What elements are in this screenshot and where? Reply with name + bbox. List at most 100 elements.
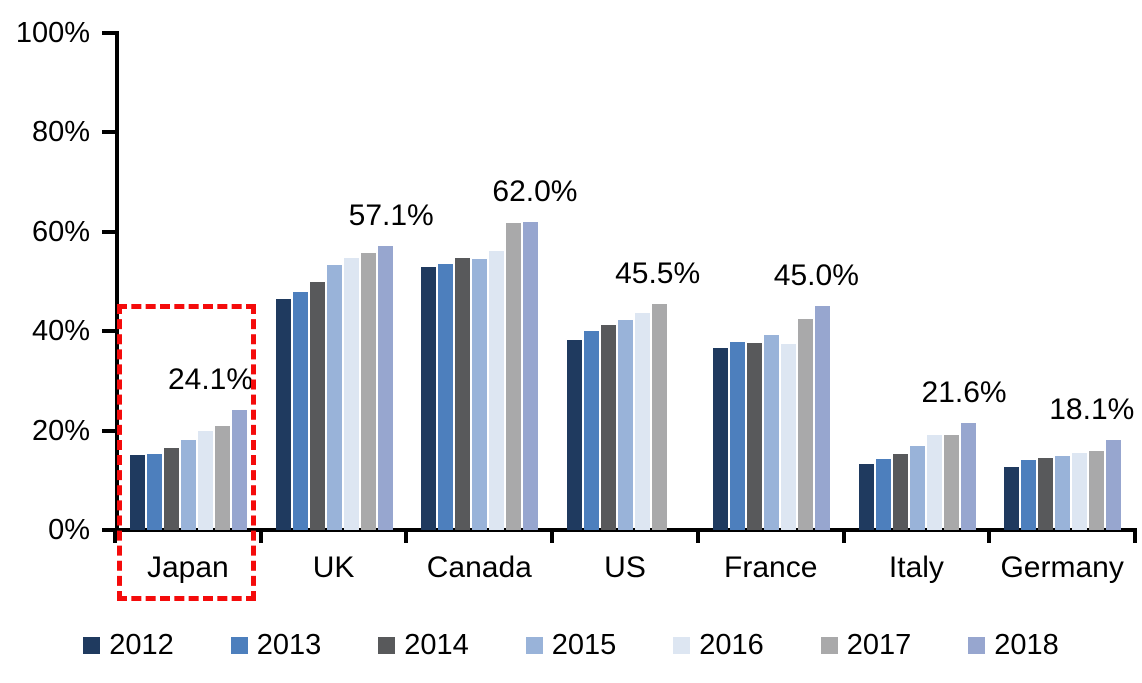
bar-canada-2014 xyxy=(455,257,471,530)
bar-germany-2014 xyxy=(1038,458,1054,530)
legend-item-2014: 2014 xyxy=(378,629,469,661)
legend-item-2016: 2016 xyxy=(673,629,764,661)
bar-france-2018 xyxy=(814,306,830,530)
x-axis-tick xyxy=(695,530,700,543)
bar-uk-2014 xyxy=(309,281,325,530)
x-axis-tick xyxy=(987,530,992,543)
x-axis-tick xyxy=(550,530,555,543)
y-axis-tick xyxy=(102,229,115,234)
data-label-france: 45.0% xyxy=(773,259,859,293)
legend-label: 2014 xyxy=(404,629,469,661)
bar-uk-2017 xyxy=(360,252,376,530)
bar-canada-2018 xyxy=(523,221,539,530)
bar-uk-2015 xyxy=(326,265,342,530)
bar-france-2015 xyxy=(763,334,779,530)
bar-germany-2017 xyxy=(1089,450,1105,530)
bar-uk-2012 xyxy=(275,298,291,530)
y-axis-tick xyxy=(102,528,115,532)
y-tick-label: 100% xyxy=(15,17,90,49)
y-axis-line xyxy=(115,31,119,532)
x-axis-tick xyxy=(841,530,846,543)
data-label-japan: 24.1% xyxy=(167,363,254,397)
legend-swatch-2012 xyxy=(83,636,101,654)
bar-us-2016 xyxy=(635,312,651,530)
x-axis-tick xyxy=(1133,530,1137,543)
legend-swatch-2017 xyxy=(820,636,838,654)
legend-item-2017: 2017 xyxy=(820,629,912,661)
data-label-italy: 21.6% xyxy=(921,375,1007,409)
bar-italy-2014 xyxy=(892,453,908,530)
bar-italy-2012 xyxy=(858,463,874,530)
bar-japan-2016 xyxy=(198,431,213,530)
bar-us-2014 xyxy=(601,325,617,530)
legend: 2012 2013 2014 2015 2016 2017 2018 xyxy=(0,629,1142,661)
y-tick-label: 20% xyxy=(31,414,90,447)
legend-swatch-2013 xyxy=(230,636,248,654)
y-axis-tick xyxy=(102,428,115,433)
bar-italy-2013 xyxy=(875,459,891,530)
x-category-label-us: US xyxy=(604,551,646,584)
bar-japan-2018 xyxy=(232,410,247,530)
bar-france-2014 xyxy=(746,343,762,530)
legend-label: 2015 xyxy=(551,629,617,661)
bar-us-2017 xyxy=(652,303,668,530)
x-category-label-canada: Canada xyxy=(426,551,532,584)
legend-item-2015: 2015 xyxy=(525,629,617,661)
legend-swatch-2015 xyxy=(525,636,543,654)
highlight-box-japan xyxy=(117,304,256,601)
bar-canada-2015 xyxy=(472,258,488,530)
bar-germany-2015 xyxy=(1055,456,1071,530)
data-label-canada: 62.0% xyxy=(492,174,578,208)
bar-italy-2017 xyxy=(943,434,959,530)
bar-us-2012 xyxy=(567,340,583,530)
bar-france-2013 xyxy=(729,342,745,530)
legend-label: 2018 xyxy=(994,629,1059,661)
legend-label: 2012 xyxy=(109,629,174,661)
data-label-us: 45.5% xyxy=(615,256,701,290)
bar-france-2016 xyxy=(780,343,796,530)
bar-uk-2018 xyxy=(377,246,393,530)
bar-germany-2018 xyxy=(1106,440,1122,530)
bar-japan-2012 xyxy=(130,455,145,530)
bar-japan-2014 xyxy=(164,447,179,530)
bar-uk-2013 xyxy=(292,292,308,530)
legend-label: 2013 xyxy=(256,629,322,661)
legend-label: 2017 xyxy=(846,629,912,661)
bar-italy-2018 xyxy=(960,422,976,530)
x-axis-line xyxy=(115,528,1137,532)
bar-canada-2016 xyxy=(489,250,505,530)
y-axis-tick xyxy=(102,130,115,135)
x-category-label-uk: UK xyxy=(312,551,355,584)
x-category-label-france: France xyxy=(724,551,818,584)
plot-area: 24.1% 57.1% 62.0% 45.5% 45.0% 21.6% 18.1% xyxy=(115,33,1135,530)
bar-japan-2015 xyxy=(181,440,196,530)
y-tick-label: 80% xyxy=(31,116,90,149)
data-label-germany: 18.1% xyxy=(1049,393,1135,427)
legend-swatch-2014 xyxy=(378,636,396,654)
bar-canada-2012 xyxy=(421,266,437,530)
bar-italy-2016 xyxy=(926,435,942,530)
y-axis-tick xyxy=(102,329,115,334)
x-category-label-japan: Japan xyxy=(146,551,229,584)
x-category-label-italy: Italy xyxy=(888,551,944,584)
bar-france-2017 xyxy=(797,319,813,530)
legend-item-2013: 2013 xyxy=(230,629,322,661)
legend-item-2012: 2012 xyxy=(83,629,174,661)
y-axis-tick xyxy=(102,31,115,35)
legend-swatch-2018 xyxy=(968,636,986,654)
bar-germany-2013 xyxy=(1021,459,1037,530)
x-axis-tick xyxy=(404,530,409,543)
x-axis-tick xyxy=(258,530,263,543)
bar-us-2013 xyxy=(584,331,600,530)
bar-germany-2016 xyxy=(1072,453,1088,530)
y-tick-label: 40% xyxy=(31,315,90,348)
legend-item-2018: 2018 xyxy=(968,629,1059,661)
legend-label: 2016 xyxy=(699,629,764,661)
data-label-uk: 57.1% xyxy=(348,199,434,233)
x-axis-tick xyxy=(113,530,117,543)
bar-italy-2015 xyxy=(909,446,925,530)
bar-japan-2013 xyxy=(147,454,162,530)
bar-germany-2012 xyxy=(1004,467,1020,530)
bar-canada-2013 xyxy=(438,264,454,530)
